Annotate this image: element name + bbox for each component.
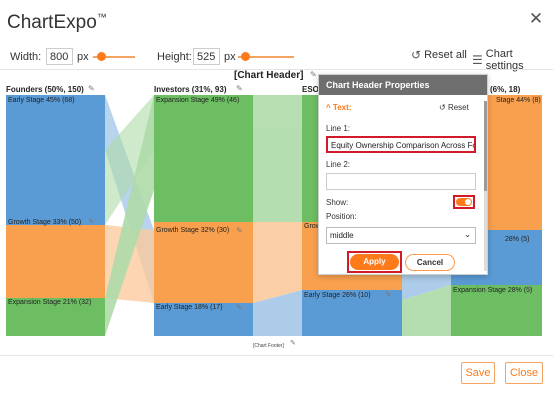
close-button[interactable]: Close — [505, 362, 543, 384]
flow-ribbon — [105, 225, 154, 303]
panel-scrollbar-thumb[interactable] — [484, 101, 487, 191]
chart-footer[interactable]: [Chart Footer] — [253, 343, 284, 349]
node-title-founders[interactable]: Founders (50%, 150) — [6, 85, 84, 94]
edit-pencil-icon[interactable]: ✎ — [290, 340, 296, 347]
height-slider[interactable] — [238, 56, 294, 58]
node-segment — [6, 95, 105, 225]
height-input[interactable] — [193, 48, 220, 65]
width-slider-handle[interactable] — [97, 52, 106, 61]
width-slider[interactable] — [93, 56, 135, 58]
edit-pencil-icon[interactable]: ✎ — [526, 285, 533, 294]
width-label: Width: — [10, 51, 42, 63]
reset-icon: ↺ — [439, 103, 446, 112]
flow-ribbon — [105, 95, 154, 303]
node-segment — [154, 95, 253, 222]
edit-pencil-icon[interactable]: ✎ — [88, 217, 95, 226]
show-label: Show: — [326, 198, 349, 207]
edit-pencil-icon[interactable]: ✎ — [236, 84, 243, 93]
node-segment — [6, 298, 105, 336]
flow-ribbon — [105, 95, 154, 225]
node-title-other[interactable]: (6%, 18) — [490, 85, 521, 94]
node-segment — [302, 290, 402, 336]
save-button[interactable]: Save — [461, 362, 495, 384]
edit-pencil-icon[interactable]: ✎ — [236, 303, 243, 312]
line2-input[interactable] — [326, 173, 476, 190]
position-select[interactable]: middle ⌄ — [326, 227, 476, 244]
flow-ribbon — [253, 95, 302, 222]
apply-label: Apply — [350, 254, 399, 270]
node-label[interactable]: Expansion Stage 28% (5) — [453, 287, 533, 294]
show-toggle[interactable] — [453, 195, 475, 209]
chart-header-properties-panel: Chart Header Properties ^ Text: ↺ Reset … — [318, 74, 488, 275]
node-label[interactable]: Stage 44% (8) — [496, 97, 541, 104]
toggle-switch — [456, 198, 472, 206]
node-label[interactable]: Growth Stage 33% (50) — [8, 219, 82, 226]
node-label[interactable]: Early Stage 18% (17) — [156, 304, 223, 311]
settings-sliders-icon: ☰ — [472, 53, 483, 67]
line1-label: Line 1: — [326, 124, 351, 133]
width-unit: px — [77, 51, 89, 63]
flow-ribbon — [105, 95, 154, 336]
text-section-label: Text: — [332, 103, 352, 112]
edit-pencil-icon[interactable]: ✎ — [88, 84, 95, 93]
apply-button[interactable]: Apply — [347, 251, 402, 273]
width-input[interactable] — [46, 48, 73, 65]
divider — [0, 69, 553, 70]
line2-label: Line 2: — [326, 160, 351, 169]
position-select-value: middle — [330, 231, 354, 240]
node-label[interactable]: Expansion Stage 49% (46) — [156, 97, 240, 104]
app-title: ChartExpo™ — [7, 12, 107, 33]
flow-ribbon — [253, 222, 302, 303]
toggle-knob — [465, 199, 471, 205]
node-label[interactable]: 28% (5) — [505, 236, 530, 243]
node-label[interactable]: Early Stage 45% (68) — [8, 97, 75, 104]
reset-all-label: Reset all — [424, 49, 467, 61]
chevron-down-icon: ⌄ — [464, 230, 471, 239]
text-section-toggle[interactable]: ^ Text: — [326, 103, 351, 112]
chevron-up-icon: ^ — [326, 103, 331, 112]
line1-input[interactable]: Equity Ownership Comparison Across Fo — [326, 136, 476, 153]
close-icon[interactable]: ✕ — [528, 9, 544, 28]
chart-header[interactable]: [Chart Header] — [234, 70, 304, 81]
node-segment — [154, 222, 253, 303]
node-title-eso[interactable]: ESO — [302, 85, 319, 94]
height-label: Height: — [157, 51, 192, 63]
height-unit: px — [224, 51, 236, 63]
node-segment — [154, 303, 253, 336]
flow-ribbon — [253, 290, 302, 336]
node-segment — [451, 285, 542, 336]
divider — [0, 355, 553, 356]
edit-pencil-icon[interactable]: ✎ — [236, 226, 243, 235]
edit-pencil-icon[interactable]: ✎ — [310, 70, 317, 79]
node-label[interactable]: Early Stage 26% (10) — [304, 292, 371, 299]
height-slider-handle[interactable] — [241, 52, 250, 61]
panel-reset-button[interactable]: ↺ Reset — [439, 103, 469, 112]
node-label[interactable]: Grow — [304, 223, 321, 230]
node-label[interactable]: Growth Stage 32% (30) — [156, 227, 230, 234]
reset-all-button[interactable]: ↺ Reset all — [411, 48, 467, 62]
node-title-investors[interactable]: Investors (31%, 93) — [154, 85, 227, 94]
position-label: Position: — [326, 212, 357, 221]
cancel-button[interactable]: Cancel — [405, 254, 455, 271]
panel-title: Chart Header Properties — [319, 75, 487, 95]
node-label[interactable]: Expansion Stage 21% (32) — [8, 299, 92, 306]
reset-icon: ↺ — [411, 48, 422, 62]
node-segment — [6, 225, 105, 298]
edit-pencil-icon[interactable]: ✎ — [385, 290, 392, 299]
flow-ribbon — [402, 285, 451, 336]
panel-reset-label: Reset — [447, 103, 469, 112]
